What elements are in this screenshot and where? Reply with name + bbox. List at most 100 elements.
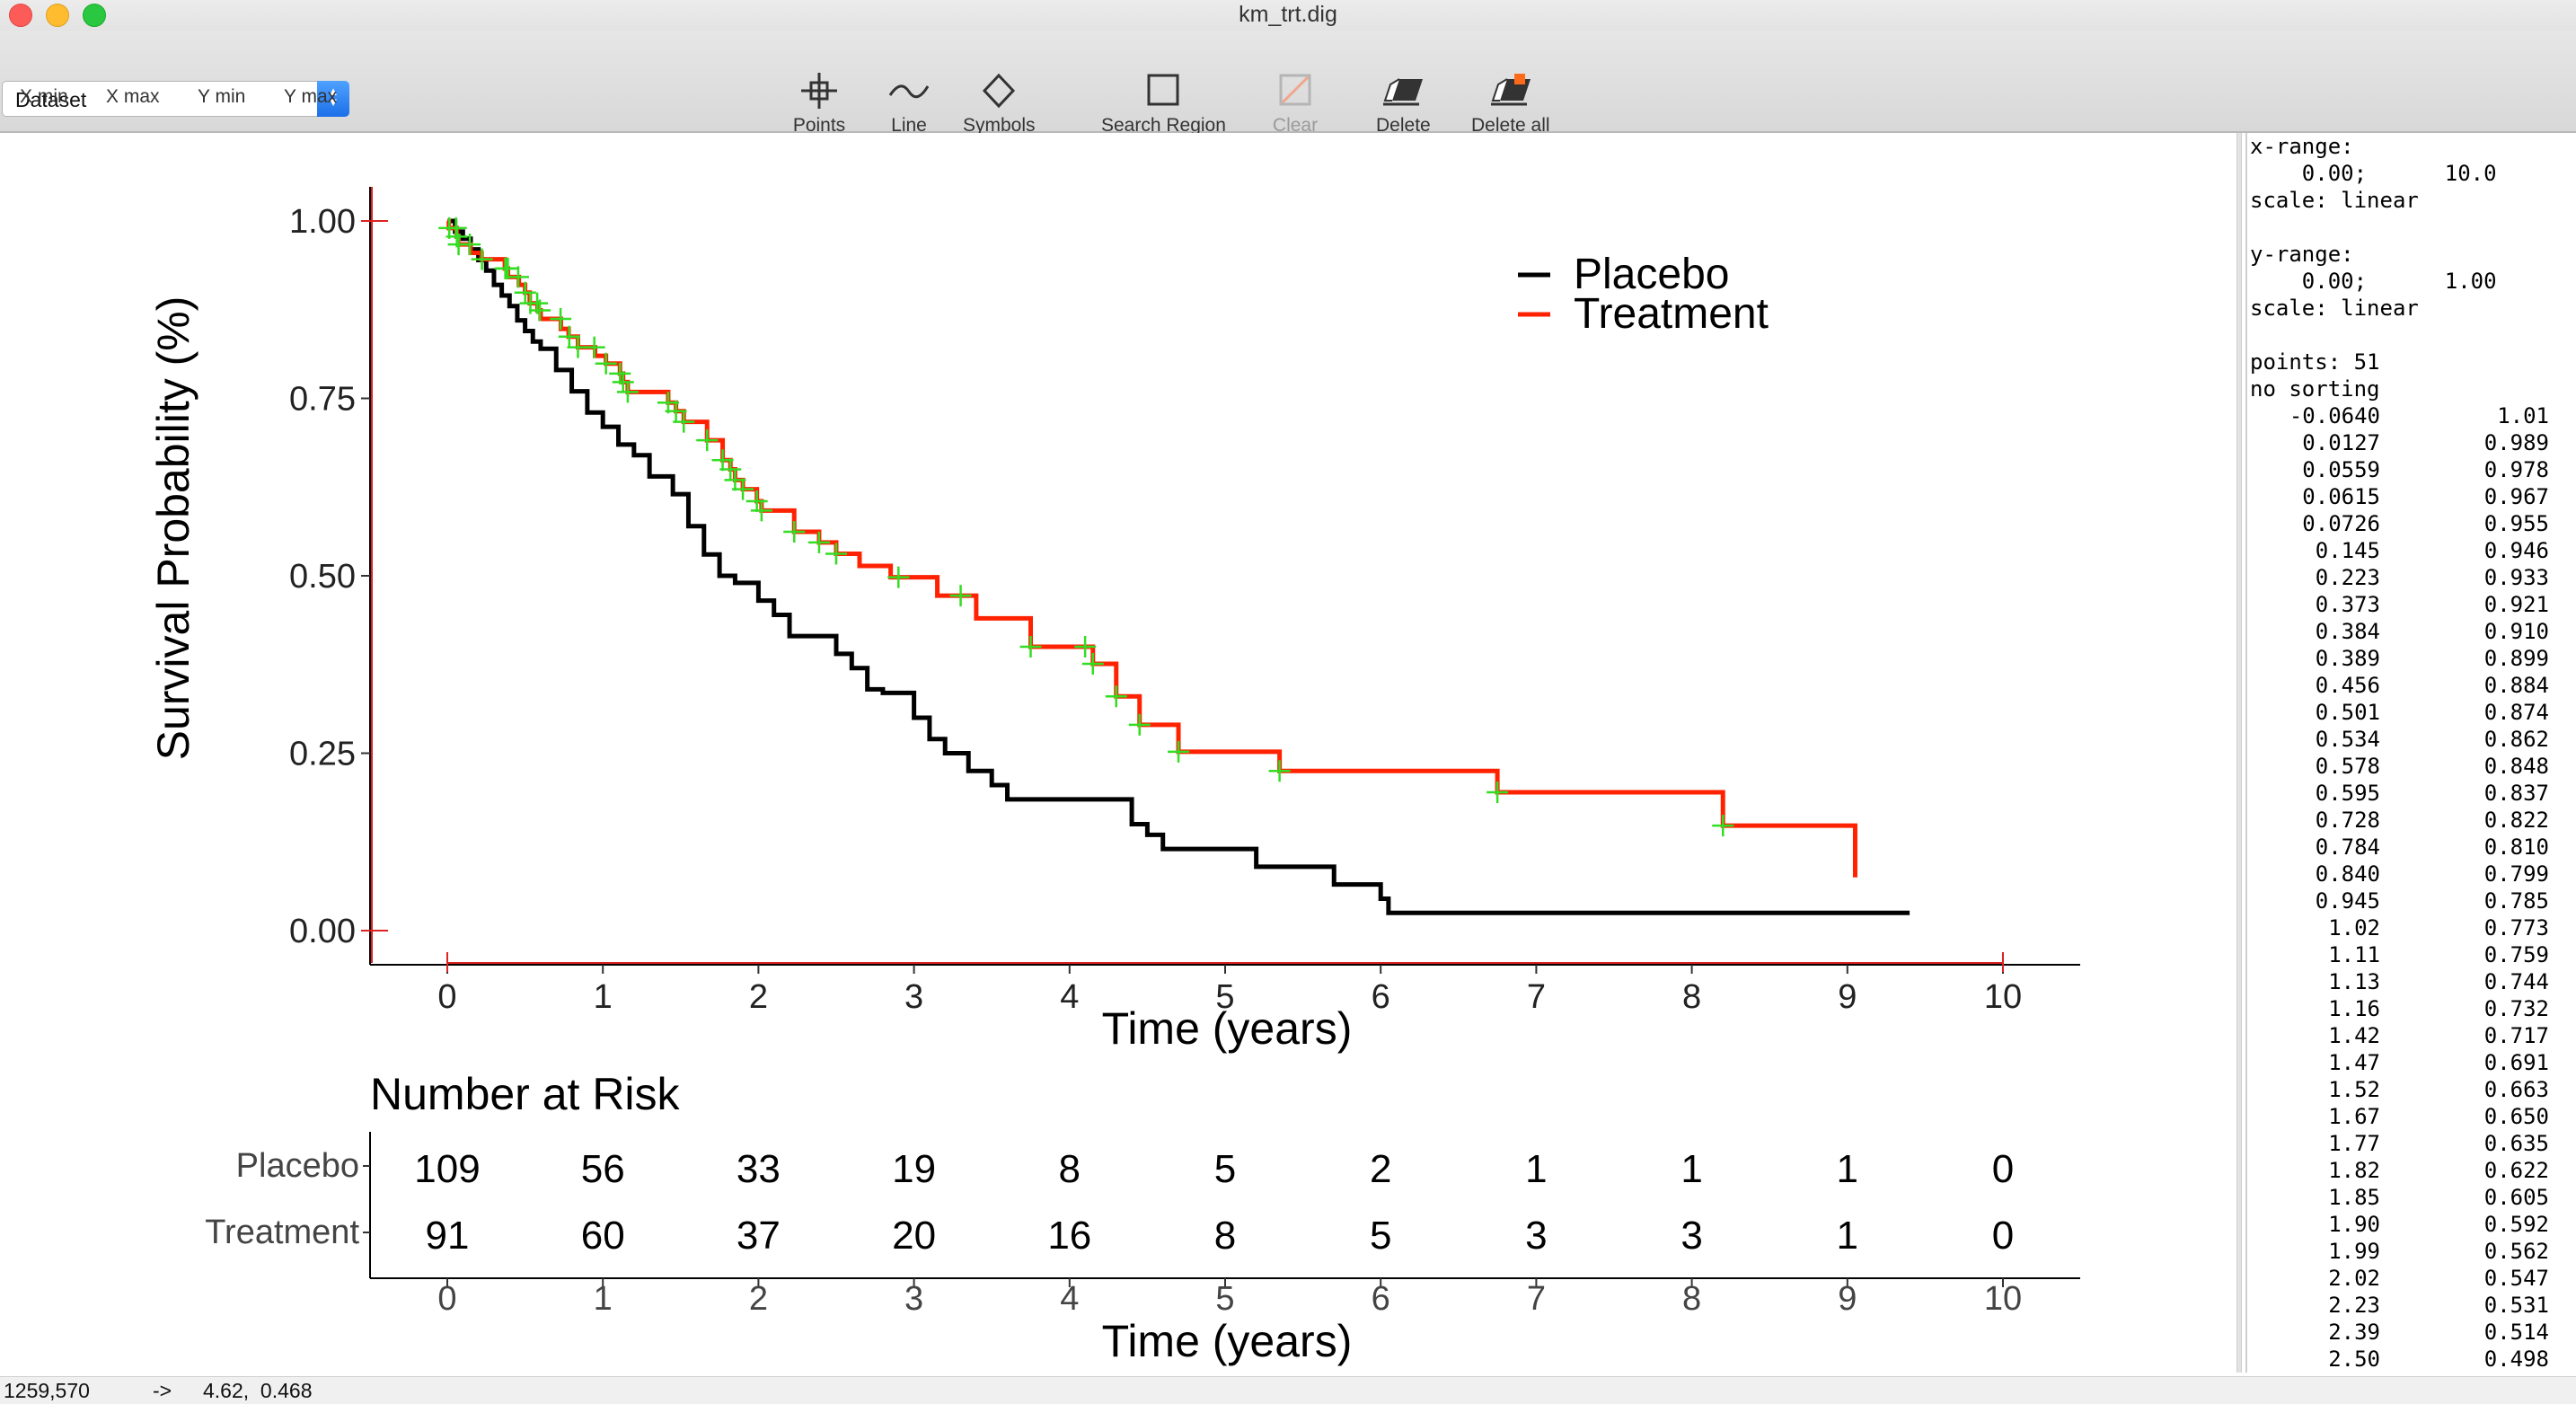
point-row[interactable]: 1.11 0.759 — [2247, 941, 2576, 968]
point-row[interactable]: 2.50 0.498 — [2247, 1346, 2576, 1373]
point-x: 0.0559 — [2302, 457, 2380, 482]
x-max-button[interactable]: X max — [106, 86, 160, 107]
risk-row-label: Placebo — [236, 1147, 359, 1185]
point-row[interactable]: 1.99 0.562 — [2247, 1238, 2576, 1265]
line-tool-button[interactable]: Line — [882, 70, 936, 149]
point-row[interactable]: 2.23 0.531 — [2247, 1292, 2576, 1319]
x-tick-label: 1 — [594, 978, 613, 1016]
risk-x-tick-label: 3 — [904, 1280, 923, 1318]
point-row[interactable]: 1.67 0.650 — [2247, 1103, 2576, 1130]
point-y: 0.822 — [2483, 808, 2549, 833]
point-x: 1.82 — [2328, 1158, 2380, 1183]
y-tick-label: 0.50 — [289, 558, 356, 596]
point-y: 0.498 — [2483, 1347, 2549, 1372]
point-row[interactable]: 1.02 0.773 — [2247, 914, 2576, 941]
digitized-point-icon — [459, 234, 481, 256]
point-row[interactable]: 1.47 0.691 — [2247, 1049, 2576, 1076]
point-x: 1.90 — [2328, 1212, 2380, 1237]
point-row[interactable]: 1.52 0.663 — [2247, 1076, 2576, 1103]
search-region-button[interactable]: Search Region — [1101, 70, 1226, 149]
point-row[interactable]: 1.16 0.732 — [2247, 995, 2576, 1022]
point-row[interactable]: 1.13 0.744 — [2247, 968, 2576, 995]
point-row[interactable]: -0.0640 1.01 — [2247, 402, 2576, 429]
risk-row-label: Treatment — [205, 1214, 359, 1251]
plot-canvas[interactable]: 0.00 0.25 0.50 0.75 1.00 0 1 2 3 4 5 6 7 8 9 10 Time (ye… — [0, 133, 2236, 1373]
eraser-icon — [1376, 70, 1430, 111]
y-max-button[interactable]: Y max — [284, 86, 338, 107]
point-row[interactable]: 0.534 0.862 — [2247, 726, 2576, 753]
point-row[interactable]: 0.728 0.822 — [2247, 807, 2576, 834]
point-row[interactable]: 0.145 0.946 — [2247, 537, 2576, 564]
minimize-window-button[interactable] — [46, 4, 69, 27]
risk-x-tick-label: 4 — [1060, 1280, 1079, 1318]
x-range-values: 0.00; 10.0 — [2250, 161, 2497, 186]
point-row[interactable]: 2.02 0.547 — [2247, 1265, 2576, 1292]
point-x: 1.52 — [2328, 1077, 2380, 1102]
point-x: 0.840 — [2315, 861, 2380, 887]
status-arrow: -> — [153, 1379, 172, 1402]
y-min-button[interactable]: Y min — [198, 86, 246, 107]
x-scale: scale: linear — [2250, 188, 2419, 213]
point-row[interactable]: 0.0726 0.955 — [2247, 510, 2576, 537]
point-row[interactable]: 0.784 0.810 — [2247, 834, 2576, 861]
point-x: 1.77 — [2328, 1131, 2380, 1156]
close-window-button[interactable] — [9, 4, 32, 27]
splitter[interactable] — [2236, 133, 2242, 1373]
title-bar: km_trt.dig — [0, 0, 2576, 31]
point-y: 0.592 — [2483, 1212, 2549, 1237]
digitized-point-icon — [719, 458, 742, 481]
point-row[interactable]: 0.384 0.910 — [2247, 618, 2576, 645]
point-x: 2.02 — [2328, 1266, 2380, 1291]
y-range-values: 0.00; 1.00 — [2250, 269, 2497, 294]
point-row[interactable]: 0.0127 0.989 — [2247, 429, 2576, 456]
point-y: 0.531 — [2483, 1293, 2549, 1318]
chevron-updown-icon[interactable]: ▲ ▼ — [317, 81, 349, 117]
x-tick-label: 4 — [1060, 978, 1079, 1016]
point-row[interactable]: 0.595 0.837 — [2247, 780, 2576, 807]
risk-value: 1 — [1525, 1147, 1547, 1191]
point-row[interactable]: 2.39 0.514 — [2247, 1319, 2576, 1346]
point-x: 1.16 — [2328, 996, 2380, 1021]
point-row[interactable]: 0.373 0.921 — [2247, 591, 2576, 618]
delete-button[interactable]: Delete — [1376, 70, 1431, 149]
point-row[interactable]: 1.82 0.622 — [2247, 1157, 2576, 1184]
diamond-icon — [972, 70, 1026, 111]
risk-value: 20 — [892, 1214, 936, 1258]
digitized-point-icon — [1019, 636, 1042, 658]
risk-x-axis-label: Time (years) — [1102, 1316, 1353, 1366]
point-row[interactable]: 1.85 0.605 — [2247, 1184, 2576, 1211]
point-row[interactable]: 0.389 0.899 — [2247, 645, 2576, 672]
point-row[interactable]: 0.840 0.799 — [2247, 861, 2576, 887]
risk-value: 109 — [414, 1147, 480, 1191]
eraser-all-icon — [1484, 70, 1538, 111]
point-row[interactable]: 1.77 0.635 — [2247, 1130, 2576, 1157]
zoom-window-button[interactable] — [83, 4, 106, 27]
point-row[interactable]: 0.945 0.785 — [2247, 887, 2576, 914]
digitized-point-icon — [609, 362, 631, 384]
point-row[interactable]: 0.456 0.884 — [2247, 672, 2576, 699]
point-row[interactable]: 1.90 0.592 — [2247, 1211, 2576, 1238]
digitized-point-icon — [1074, 636, 1097, 658]
clear-button[interactable]: Clear — [1268, 70, 1322, 149]
legend-treatment-label: Treatment — [1574, 290, 1769, 338]
risk-value: 8 — [1214, 1214, 1236, 1258]
toolbar: Dataset ▲ ▼ X min X max Y min Y max Point… — [0, 31, 2576, 136]
point-row[interactable]: 1.42 0.717 — [2247, 1022, 2576, 1049]
dataset-select[interactable]: Dataset ▲ ▼ — [2, 81, 349, 117]
point-row[interactable]: 0.0559 0.978 — [2247, 456, 2576, 483]
y-axis-label: Survival Probability (%) — [148, 296, 198, 761]
digitized-point-icon — [1128, 713, 1151, 736]
point-row[interactable]: 0.223 0.933 — [2247, 564, 2576, 591]
points-tool-label: Points — [792, 115, 846, 136]
point-row[interactable]: 0.0615 0.967 — [2247, 483, 2576, 510]
points-count: points: 51 — [2250, 349, 2380, 375]
point-row[interactable]: 0.578 0.848 — [2247, 753, 2576, 780]
symbols-tool-button[interactable]: Symbols — [963, 70, 1036, 149]
point-row[interactable]: 0.501 0.874 — [2247, 699, 2576, 726]
risk-value: 3 — [1525, 1214, 1547, 1258]
points-tool-button[interactable]: Points — [792, 70, 846, 149]
delete-all-button[interactable]: Delete all — [1471, 70, 1550, 149]
x-min-button[interactable]: X min — [20, 86, 68, 107]
digitized-point-icon — [1712, 815, 1734, 837]
